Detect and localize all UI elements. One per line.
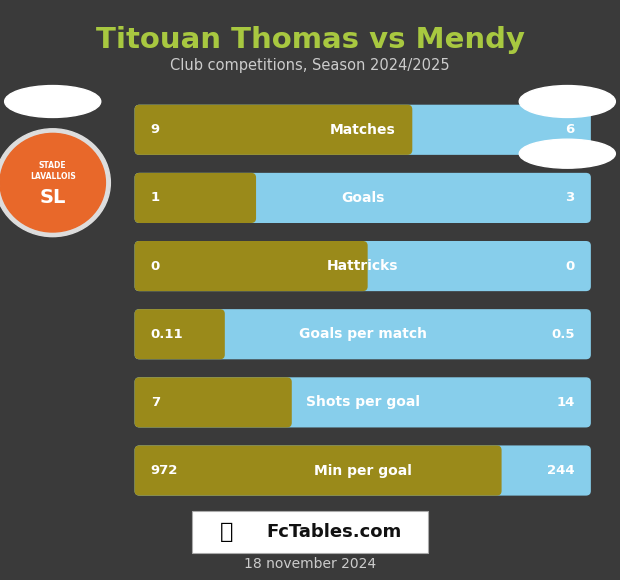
FancyBboxPatch shape: [135, 104, 412, 155]
FancyBboxPatch shape: [135, 104, 591, 155]
FancyBboxPatch shape: [135, 173, 256, 223]
Text: 0: 0: [565, 260, 575, 273]
FancyBboxPatch shape: [135, 309, 591, 360]
FancyBboxPatch shape: [135, 377, 591, 427]
FancyBboxPatch shape: [135, 445, 591, 495]
Text: Matches: Matches: [330, 123, 396, 137]
Text: 7: 7: [151, 396, 160, 409]
Text: 3: 3: [565, 191, 575, 204]
Text: 6: 6: [565, 124, 575, 136]
Text: STADE
LAVALLOIS: STADE LAVALLOIS: [30, 161, 76, 181]
Text: Titouan Thomas vs Mendy: Titouan Thomas vs Mendy: [95, 26, 525, 54]
Ellipse shape: [5, 86, 100, 117]
FancyBboxPatch shape: [135, 173, 591, 223]
FancyBboxPatch shape: [135, 241, 368, 291]
Text: 0: 0: [151, 260, 160, 273]
Ellipse shape: [520, 139, 615, 168]
Text: 0.5: 0.5: [551, 328, 575, 340]
Text: Hattricks: Hattricks: [327, 259, 399, 273]
Text: 18 november 2024: 18 november 2024: [244, 557, 376, 571]
Text: Club competitions, Season 2024/2025: Club competitions, Season 2024/2025: [170, 58, 450, 73]
Text: 972: 972: [151, 464, 178, 477]
FancyBboxPatch shape: [192, 511, 428, 553]
Circle shape: [0, 129, 110, 237]
FancyBboxPatch shape: [135, 377, 292, 427]
Text: FcTables.com: FcTables.com: [267, 523, 402, 541]
Text: Min per goal: Min per goal: [314, 463, 412, 477]
Circle shape: [0, 133, 105, 232]
FancyBboxPatch shape: [135, 241, 591, 291]
Text: Goals per match: Goals per match: [299, 327, 427, 341]
FancyBboxPatch shape: [135, 445, 502, 495]
Text: Goals: Goals: [341, 191, 384, 205]
Text: 244: 244: [547, 464, 575, 477]
Text: 9: 9: [151, 124, 160, 136]
Text: 14: 14: [556, 396, 575, 409]
Text: 1: 1: [151, 191, 160, 204]
Text: 0.11: 0.11: [151, 328, 184, 340]
Text: Shots per goal: Shots per goal: [306, 396, 420, 409]
Ellipse shape: [520, 86, 615, 117]
Text: SL: SL: [40, 188, 66, 206]
FancyBboxPatch shape: [135, 309, 225, 360]
Text: ⎁: ⎁: [219, 522, 233, 542]
